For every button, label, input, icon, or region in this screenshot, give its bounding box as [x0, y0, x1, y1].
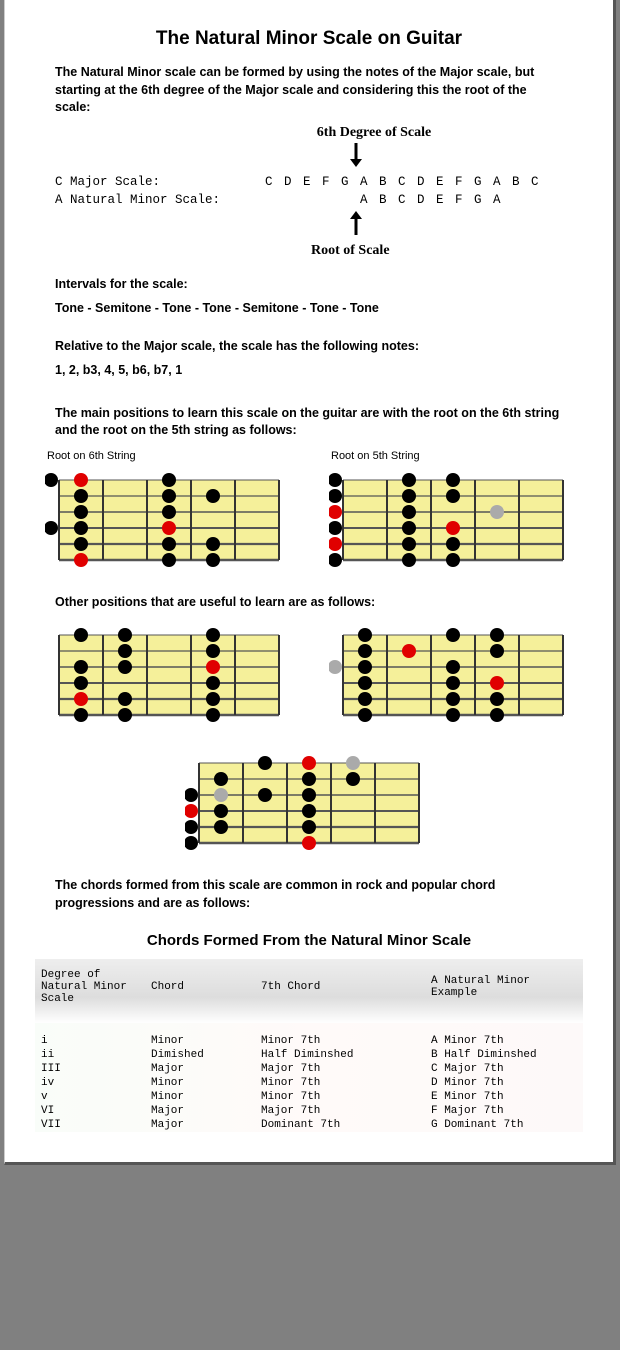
diagram-1: Root on 6th String	[45, 450, 293, 574]
other-positions-paragraph: Other positions that are useful to learn…	[55, 594, 563, 612]
table-cell: F Major 7th	[425, 1104, 583, 1118]
table-cell: D Minor 7th	[425, 1076, 583, 1090]
table-cell: v	[35, 1090, 145, 1104]
intervals-heading: Intervals for the scale:	[55, 277, 563, 291]
diagram-row-1: Root on 6th String Root on 5th String	[45, 450, 573, 574]
table-header-row: Degree of Natural Minor Scale Chord 7th …	[35, 959, 583, 1023]
table-cell: Major	[145, 1062, 255, 1076]
table-cell: Minor 7th	[255, 1023, 425, 1048]
table-cell: Dominant 7th	[255, 1118, 425, 1132]
a-minor-notes: A B C D E F G A	[265, 193, 503, 207]
table-cell: E Minor 7th	[425, 1090, 583, 1104]
diagram-3	[45, 621, 293, 729]
diagram-2: Root on 5th String	[329, 450, 577, 574]
table-body: iMinorMinor 7thA Minor 7thiiDimishedHalf…	[35, 1023, 583, 1132]
table-cell: ii	[35, 1048, 145, 1062]
table-row: VIIMajorDominant 7thG Dominant 7th	[35, 1118, 583, 1132]
table-cell: B Half Diminshed	[425, 1048, 583, 1062]
a-minor-scale-row: A Natural Minor Scale: A B C D E F G A	[55, 193, 563, 207]
table-row: VIMajorMajor 7thF Major 7th	[35, 1104, 583, 1118]
arrow-up-icon	[348, 211, 583, 241]
th-example: A Natural Minor Example	[425, 959, 583, 1023]
c-major-notes: C D E F G A B C D E F G A B C	[265, 175, 541, 189]
document-page: The Natural Minor Scale on Guitar The Na…	[4, 0, 616, 1165]
th-degree: Degree of Natural Minor Scale	[35, 959, 145, 1023]
sixth-degree-label: 6th Degree of Scale	[165, 125, 583, 141]
table-cell: iv	[35, 1076, 145, 1090]
diagram-2-caption: Root on 5th String	[331, 450, 577, 462]
table-cell: Major	[145, 1104, 255, 1118]
c-major-label: C Major Scale:	[55, 175, 265, 189]
table-row: vMinorMinor 7thE Minor 7th	[35, 1090, 583, 1104]
table-cell: Minor	[145, 1023, 255, 1048]
chords-table: Degree of Natural Minor Scale Chord 7th …	[35, 959, 583, 1132]
table-cell: Minor 7th	[255, 1076, 425, 1090]
table-cell: A Minor 7th	[425, 1023, 583, 1048]
diagram-1-caption: Root on 6th String	[47, 450, 293, 462]
table-cell: Minor	[145, 1076, 255, 1090]
intervals-text: Tone - Semitone - Tone - Tone - Semitone…	[55, 301, 563, 315]
table-cell: Dimished	[145, 1048, 255, 1062]
table-cell: VI	[35, 1104, 145, 1118]
page-title: The Natural Minor Scale on Guitar	[35, 28, 583, 50]
intro-paragraph: The Natural Minor scale can be formed by…	[55, 64, 563, 117]
diagram-4	[329, 621, 577, 729]
relative-notes: 1, 2, b3, 4, 5, b6, b7, 1	[55, 363, 563, 377]
positions-paragraph: The main positions to learn this scale o…	[55, 405, 563, 440]
th-seventh: 7th Chord	[255, 959, 425, 1023]
table-cell: VII	[35, 1118, 145, 1132]
table-cell: Half Diminshed	[255, 1048, 425, 1062]
th-chord: Chord	[145, 959, 255, 1023]
table-cell: G Dominant 7th	[425, 1118, 583, 1132]
table-title: Chords Formed From the Natural Minor Sca…	[35, 932, 583, 949]
diagram-5	[185, 749, 433, 857]
a-minor-label: A Natural Minor Scale:	[55, 193, 265, 207]
table-cell: Minor 7th	[255, 1090, 425, 1104]
table-cell: Minor	[145, 1090, 255, 1104]
table-cell: III	[35, 1062, 145, 1076]
table-cell: Major	[145, 1118, 255, 1132]
relative-heading: Relative to the Major scale, the scale h…	[55, 339, 563, 353]
table-cell: Major 7th	[255, 1104, 425, 1118]
c-major-scale-row: C Major Scale: C D E F G A B C D E F G A…	[55, 175, 563, 189]
table-row: IIIMajorMajor 7thC Major 7th	[35, 1062, 583, 1076]
root-of-scale-label: Root of Scale	[311, 243, 583, 259]
table-row: ivMinorMinor 7thD Minor 7th	[35, 1076, 583, 1090]
table-row: iMinorMinor 7thA Minor 7th	[35, 1023, 583, 1048]
chords-paragraph: The chords formed from this scale are co…	[55, 877, 563, 912]
table-cell: i	[35, 1023, 145, 1048]
table-row: iiDimishedHalf DiminshedB Half Diminshed	[35, 1048, 583, 1062]
arrow-down-icon	[348, 141, 583, 171]
table-cell: Major 7th	[255, 1062, 425, 1076]
table-cell: C Major 7th	[425, 1062, 583, 1076]
diagram-row-3	[45, 749, 573, 857]
diagram-row-2	[45, 621, 573, 729]
